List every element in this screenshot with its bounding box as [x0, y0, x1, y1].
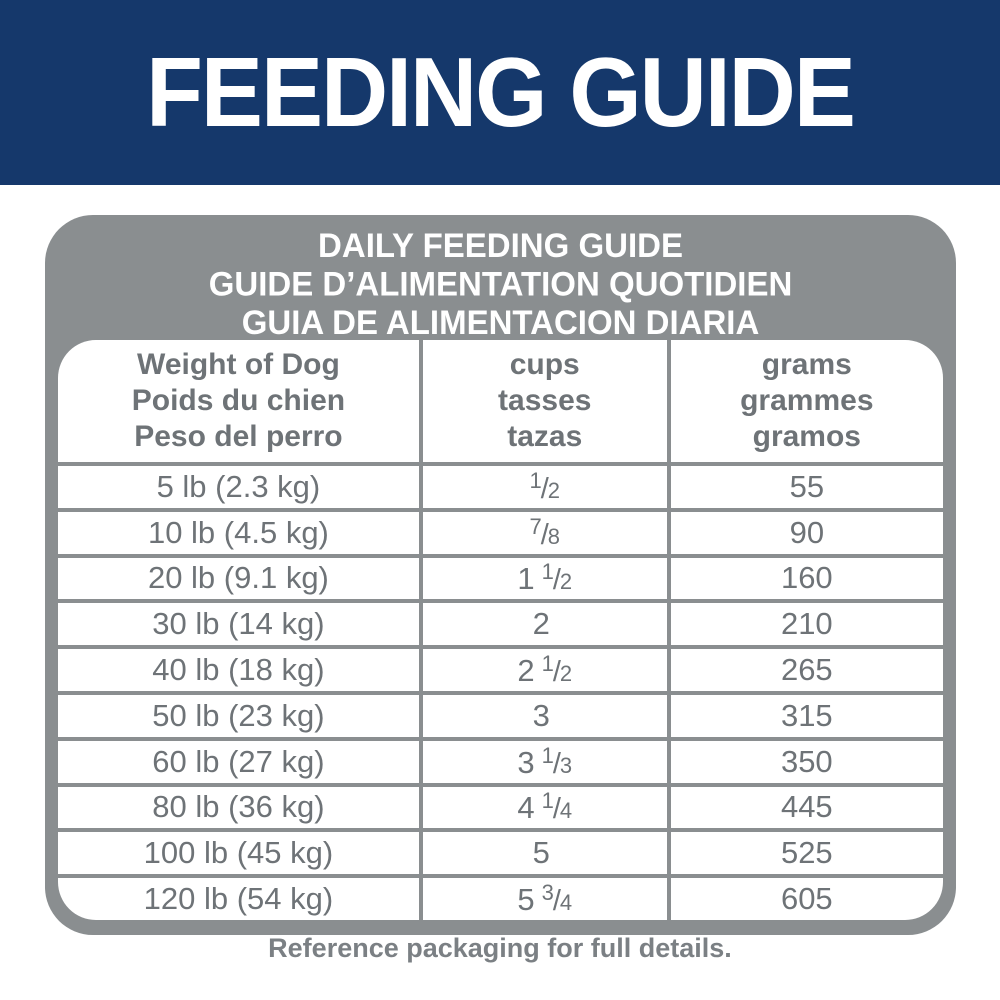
table-body: 5 lb (2.3 kg) 1/2 55 10 lb (4.5 kg) 7/8 90 20 …	[58, 464, 943, 920]
table-row: 20 lb (9.1 kg) 1 1/2 160	[58, 553, 943, 602]
cups-whole: 4	[517, 790, 535, 826]
cups-fraction-denominator: 2	[559, 661, 573, 687]
weight-cell: 10 lb (4.5 kg)	[58, 507, 421, 556]
table-row: 120 lb (54 kg) 5 3/4 605	[58, 874, 943, 920]
cups-fraction-slash: /	[552, 747, 561, 780]
cups-header-es: tazas	[507, 420, 583, 453]
cups-fraction-numerator: 3	[541, 880, 554, 906]
weight-column-header: Weight of Dog Poids du chien Peso del pe…	[58, 340, 421, 466]
cups-cell: 5 3/4	[418, 874, 671, 920]
weight-cell: 20 lb (9.1 kg)	[58, 553, 421, 602]
cups-fraction-numerator: 1	[529, 467, 542, 493]
cups-fraction-numerator: 1	[541, 651, 554, 677]
weight-header-fr: Poids du chien	[131, 384, 346, 417]
banner: FEEDING GUIDE	[0, 0, 1000, 185]
panel-title-fr: GUIDE D’ALIMENTATION QUOTIDIEN	[208, 264, 793, 303]
cups-whole: 3	[532, 697, 550, 733]
cups-fraction-slash: /	[552, 564, 561, 597]
grams-cell: 350	[668, 736, 943, 785]
header-row: Weight of Dog Poids du chien Peso del pe…	[58, 340, 943, 466]
grams-cell: 315	[668, 690, 943, 739]
weight-cell: 5 lb (2.3 kg)	[156, 468, 321, 504]
cups-cell: 4 1/4	[418, 782, 671, 831]
cups-cell: 3	[418, 690, 671, 739]
weight-header-en: Weight of Dog	[137, 348, 340, 381]
cups-fraction-numerator: 1	[541, 742, 554, 768]
cups-fraction-slash: /	[540, 518, 549, 551]
grams-header-en: grams	[761, 348, 852, 381]
cups-whole: 2	[532, 606, 550, 642]
cups-fraction-denominator: 8	[547, 523, 561, 549]
cups-fraction-slash: /	[552, 885, 561, 918]
grams-column-header: grams grammes gramos	[668, 340, 943, 466]
cups-cell: 2	[418, 599, 671, 648]
grams-cell: 210	[668, 599, 943, 648]
grams-cell: 90	[668, 507, 943, 556]
cups-fraction-numerator: 7	[529, 513, 542, 539]
cups-whole: 5	[532, 835, 550, 871]
cups-fraction-numerator: 1	[541, 559, 554, 585]
cups-whole: 5	[517, 882, 535, 918]
grams-cell: 265	[668, 645, 943, 693]
cups-cell: 7/8	[418, 507, 671, 556]
table-row: 50 lb (23 kg) 3 315	[58, 690, 943, 739]
table-row: 80 lb (36 kg) 4 1/4 445	[58, 782, 943, 831]
cups-header-en: cups	[509, 348, 580, 381]
cups-whole: 2	[517, 653, 535, 689]
weight-header-es: Peso del perro	[134, 420, 343, 453]
table-row: 5 lb (2.3 kg) 1/2 55	[58, 464, 943, 510]
cups-fraction-slash: /	[552, 656, 561, 689]
cups-fraction-denominator: 2	[559, 569, 573, 595]
panel-title-en: DAILY FEEDING GUIDE	[318, 225, 683, 265]
grams-header-fr: grammes	[740, 384, 874, 417]
weight-cell: 80 lb (36 kg)	[58, 782, 421, 831]
feeding-table-container: Weight of Dog Poids du chien Peso del pe…	[58, 340, 943, 920]
weight-cell: 30 lb (14 kg)	[58, 599, 421, 648]
banner-title: FEEDING GUIDE	[146, 36, 856, 148]
weight-cell: 40 lb (18 kg)	[58, 645, 421, 693]
feeding-table: Weight of Dog Poids du chien Peso del pe…	[58, 340, 943, 920]
grams-cell: 605	[668, 874, 943, 920]
cups-header-fr: tasses	[498, 384, 592, 417]
grams-cell: 525	[668, 828, 943, 877]
weight-cell: 100 lb (45 kg)	[58, 828, 421, 877]
cups-column-header: cups tasses tazas	[418, 340, 671, 466]
cups-fraction-numerator: 1	[541, 788, 554, 814]
weight-cell: 50 lb (23 kg)	[58, 690, 421, 739]
table-row: 60 lb (27 kg) 3 1/3 350	[58, 736, 943, 785]
cups-fraction-denominator: 3	[559, 752, 573, 778]
cups-cell: 1 1/2	[418, 553, 671, 602]
daily-guide-panel: DAILY FEEDING GUIDE GUIDE D’ALIMENTATION…	[45, 215, 956, 935]
cups-whole: 1	[517, 561, 535, 597]
cups-fraction-denominator: 4	[559, 798, 573, 824]
cups-fraction-slash: /	[540, 472, 549, 505]
cups-whole: 3	[517, 744, 535, 780]
cups-cell: 2 1/2	[418, 645, 671, 693]
table-row: 100 lb (45 kg) 5 525	[58, 828, 943, 877]
cups-fraction-denominator: 2	[547, 477, 561, 503]
weight-cell: 120 lb (54 kg)	[58, 874, 421, 920]
grams-cell: 160	[668, 553, 943, 602]
cups-cell: 1/2	[418, 464, 671, 510]
cups-cell: 3 1/3	[418, 736, 671, 785]
cups-fraction-denominator: 4	[559, 890, 573, 916]
grams-cell: 445	[668, 782, 943, 831]
panel-title-es: GUIA DE ALIMENTACION DIARIA	[241, 302, 760, 342]
grams-header-es: gramos	[752, 420, 861, 453]
cups-cell: 5	[418, 828, 671, 877]
weight-cell: 60 lb (27 kg)	[58, 736, 421, 785]
table-row: 40 lb (18 kg) 2 1/2 265	[58, 645, 943, 693]
panel-header: DAILY FEEDING GUIDE GUIDE D’ALIMENTATION…	[58, 225, 943, 343]
grams-cell: 55	[789, 468, 825, 504]
footer-note: Reference packaging for full details.	[268, 933, 732, 963]
table-header: Weight of Dog Poids du chien Peso del pe…	[58, 340, 943, 466]
table-row: 30 lb (14 kg) 2 210	[58, 599, 943, 648]
table-row: 10 lb (4.5 kg) 7/8 90	[58, 507, 943, 556]
cups-fraction-slash: /	[552, 793, 561, 826]
